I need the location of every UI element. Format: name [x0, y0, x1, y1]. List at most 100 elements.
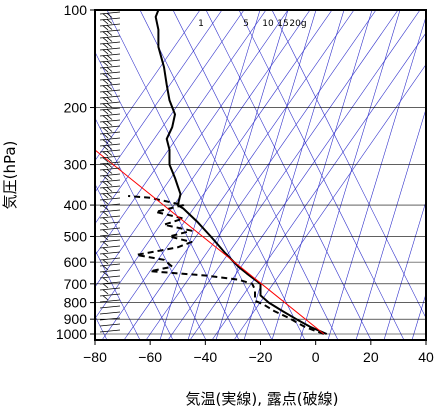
wind-barb-staff	[99, 299, 121, 303]
wind-barb	[99, 59, 121, 67]
background-line	[95, 10, 201, 162]
wind-barb-feather	[102, 247, 109, 253]
x-tick-label--60: −60	[138, 349, 162, 365]
wind-barb-feather	[102, 43, 109, 49]
background-line	[95, 10, 267, 256]
wind-barb	[99, 41, 121, 49]
y-tick-label-400: 400	[64, 197, 88, 213]
wind-barb	[99, 269, 121, 277]
background-line	[95, 183, 174, 340]
wind-barb-feather	[102, 121, 109, 127]
wind-barb	[99, 197, 121, 205]
wind-barb-feather	[102, 163, 109, 169]
y-tick-label-100: 100	[64, 2, 88, 18]
wind-barb-feather	[102, 103, 109, 109]
wind-barb-feather	[102, 169, 109, 175]
wind-barb-feather	[106, 36, 113, 42]
wind-barb-feather	[106, 174, 113, 180]
y-tick-label-300: 300	[64, 157, 88, 173]
y-tick-label-600: 600	[64, 254, 88, 270]
wind-barb	[99, 299, 121, 303]
background-line	[271, 10, 373, 340]
wind-barb-feather	[106, 42, 113, 48]
wind-barb-feather	[102, 79, 109, 85]
background-line	[355, 107, 426, 340]
temperature-line	[154, 10, 328, 335]
wind-barb-feather	[106, 12, 113, 18]
wind-barb-feather	[102, 67, 109, 73]
background-line	[383, 200, 426, 340]
wind-barb	[99, 221, 121, 229]
wind-barb-feather	[102, 217, 109, 223]
background-line	[145, 10, 377, 340]
wind-barb-feather	[102, 97, 109, 103]
wind-barb	[99, 293, 121, 301]
y-tick-label-800: 800	[64, 295, 88, 311]
wind-barb-staff	[99, 329, 121, 333]
background-line	[95, 117, 207, 340]
wind-barb	[99, 113, 121, 121]
wind-barb-feather	[102, 193, 109, 199]
wind-barb-feather	[102, 199, 109, 205]
wind-barb-feather	[106, 120, 113, 126]
wind-barb-feather	[106, 54, 113, 60]
wind-barb	[99, 107, 121, 115]
wind-barb	[99, 143, 121, 151]
background-line	[95, 249, 141, 340]
wind-barb-feather	[106, 90, 113, 96]
wind-barb	[99, 311, 121, 315]
background-line	[211, 32, 426, 340]
wind-barb-staff	[99, 323, 121, 327]
wind-barb	[99, 191, 121, 199]
wind-barb	[99, 251, 121, 259]
wind-barb	[99, 203, 121, 211]
wind-barbs	[99, 11, 121, 333]
wind-barb-feather	[102, 235, 109, 241]
wind-barb	[99, 131, 121, 139]
y-tick-label-1000: 1000	[56, 326, 87, 342]
wind-barb-feather	[102, 277, 109, 283]
background-line	[167, 10, 399, 340]
wind-barb-feather	[102, 259, 109, 265]
wind-barb	[99, 29, 121, 37]
wind-barb-feather	[102, 109, 109, 115]
background-line	[205, 10, 372, 340]
background-line	[123, 10, 355, 340]
wind-barb	[99, 47, 121, 55]
x-tick-label-0: 0	[312, 349, 320, 365]
background-line	[299, 10, 401, 340]
wind-barb-feather	[102, 271, 109, 277]
wind-barb	[99, 89, 121, 97]
wind-barb	[99, 95, 121, 103]
x-tick-label--40: −40	[193, 349, 217, 365]
wind-barb-feather	[106, 84, 113, 90]
wind-barb	[99, 281, 121, 289]
wind-barb-feather	[102, 205, 109, 211]
wind-barb	[99, 173, 121, 181]
wind-barb-feather	[102, 151, 109, 157]
background-line	[159, 10, 261, 340]
wind-barb	[99, 77, 121, 85]
wind-barb-feather	[102, 133, 109, 139]
background-line	[238, 10, 405, 340]
y-tick-label-500: 500	[64, 228, 88, 244]
profile-series	[95, 10, 328, 335]
mixing-ratio-label-3: 15	[277, 19, 288, 29]
y-axis-title: 気圧(hPa)	[1, 141, 19, 210]
background-line	[189, 10, 421, 340]
x-tick-label-20: 20	[363, 349, 379, 365]
wind-barb-feather	[102, 91, 109, 97]
wind-barb	[99, 119, 121, 127]
wind-barb-feather	[106, 66, 113, 72]
wind-barb-feather	[102, 211, 109, 217]
wind-barb	[99, 215, 121, 223]
wind-barb	[99, 305, 121, 309]
wind-barb	[99, 101, 121, 109]
x-axis: −80 −60 −40 −20 0 20 40	[83, 340, 434, 365]
background-line	[187, 10, 289, 340]
wind-barb-feather	[102, 253, 109, 259]
wind-barb-feather	[102, 25, 109, 31]
wind-barb-feather	[102, 139, 109, 145]
